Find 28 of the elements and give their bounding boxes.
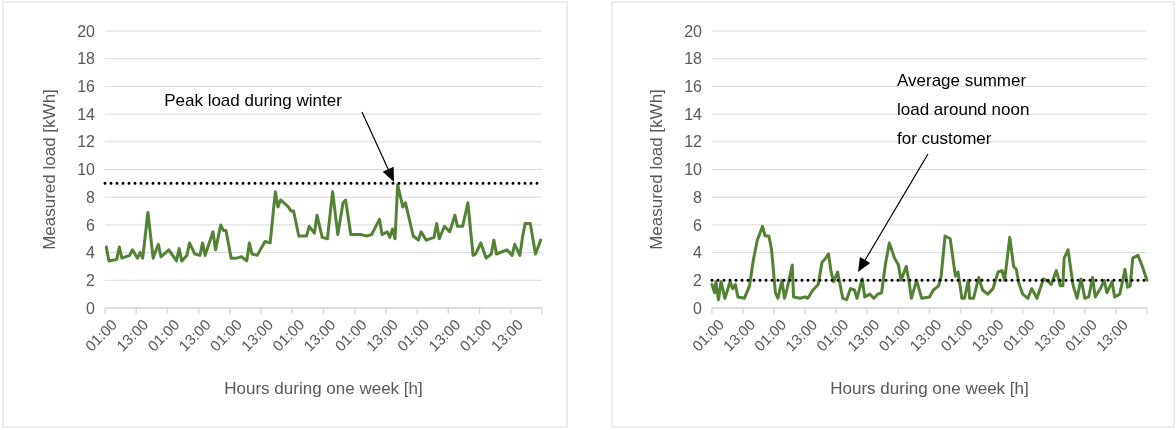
y-tick-label: 6 — [86, 216, 96, 234]
y-tick-label: 10 — [684, 161, 703, 179]
y-tick-label: 12 — [77, 133, 96, 151]
y-tick-label: 18 — [77, 50, 96, 68]
y-tick-label: 16 — [684, 78, 703, 95]
y-axis-title: Measured load [kWh] — [40, 89, 59, 250]
y-tick-label: 2 — [693, 271, 703, 289]
y-tick-label: 10 — [77, 161, 96, 179]
y-tick-label: 18 — [684, 50, 703, 68]
annotation: Average summer load around noon for customer — [897, 71, 1030, 148]
y-tick-label: 4 — [86, 244, 96, 262]
y-tick-label: 14 — [684, 105, 703, 123]
y-tick-label: 12 — [684, 133, 703, 151]
y-tick-label: 0 — [693, 299, 703, 317]
y-tick-label: 2 — [86, 271, 96, 289]
y-tick-label: 20 — [684, 22, 703, 40]
x-axis-title: Hours during one week [h] — [830, 379, 1029, 398]
y-tick-label: 8 — [693, 188, 703, 206]
x-axis-title: Hours during one week [h] — [224, 379, 423, 398]
y-tick-label: 4 — [693, 244, 703, 262]
y-axis-title: Measured load [kWh] — [647, 89, 666, 250]
annotation: Peak load during winter — [164, 91, 343, 110]
y-tick-label: 16 — [77, 78, 96, 95]
y-tick-label: 0 — [86, 299, 96, 317]
y-tick-label: 8 — [86, 188, 96, 206]
y-tick-label: 14 — [77, 105, 96, 123]
y-tick-label: 6 — [693, 216, 703, 234]
y-tick-label: 20 — [77, 22, 96, 40]
